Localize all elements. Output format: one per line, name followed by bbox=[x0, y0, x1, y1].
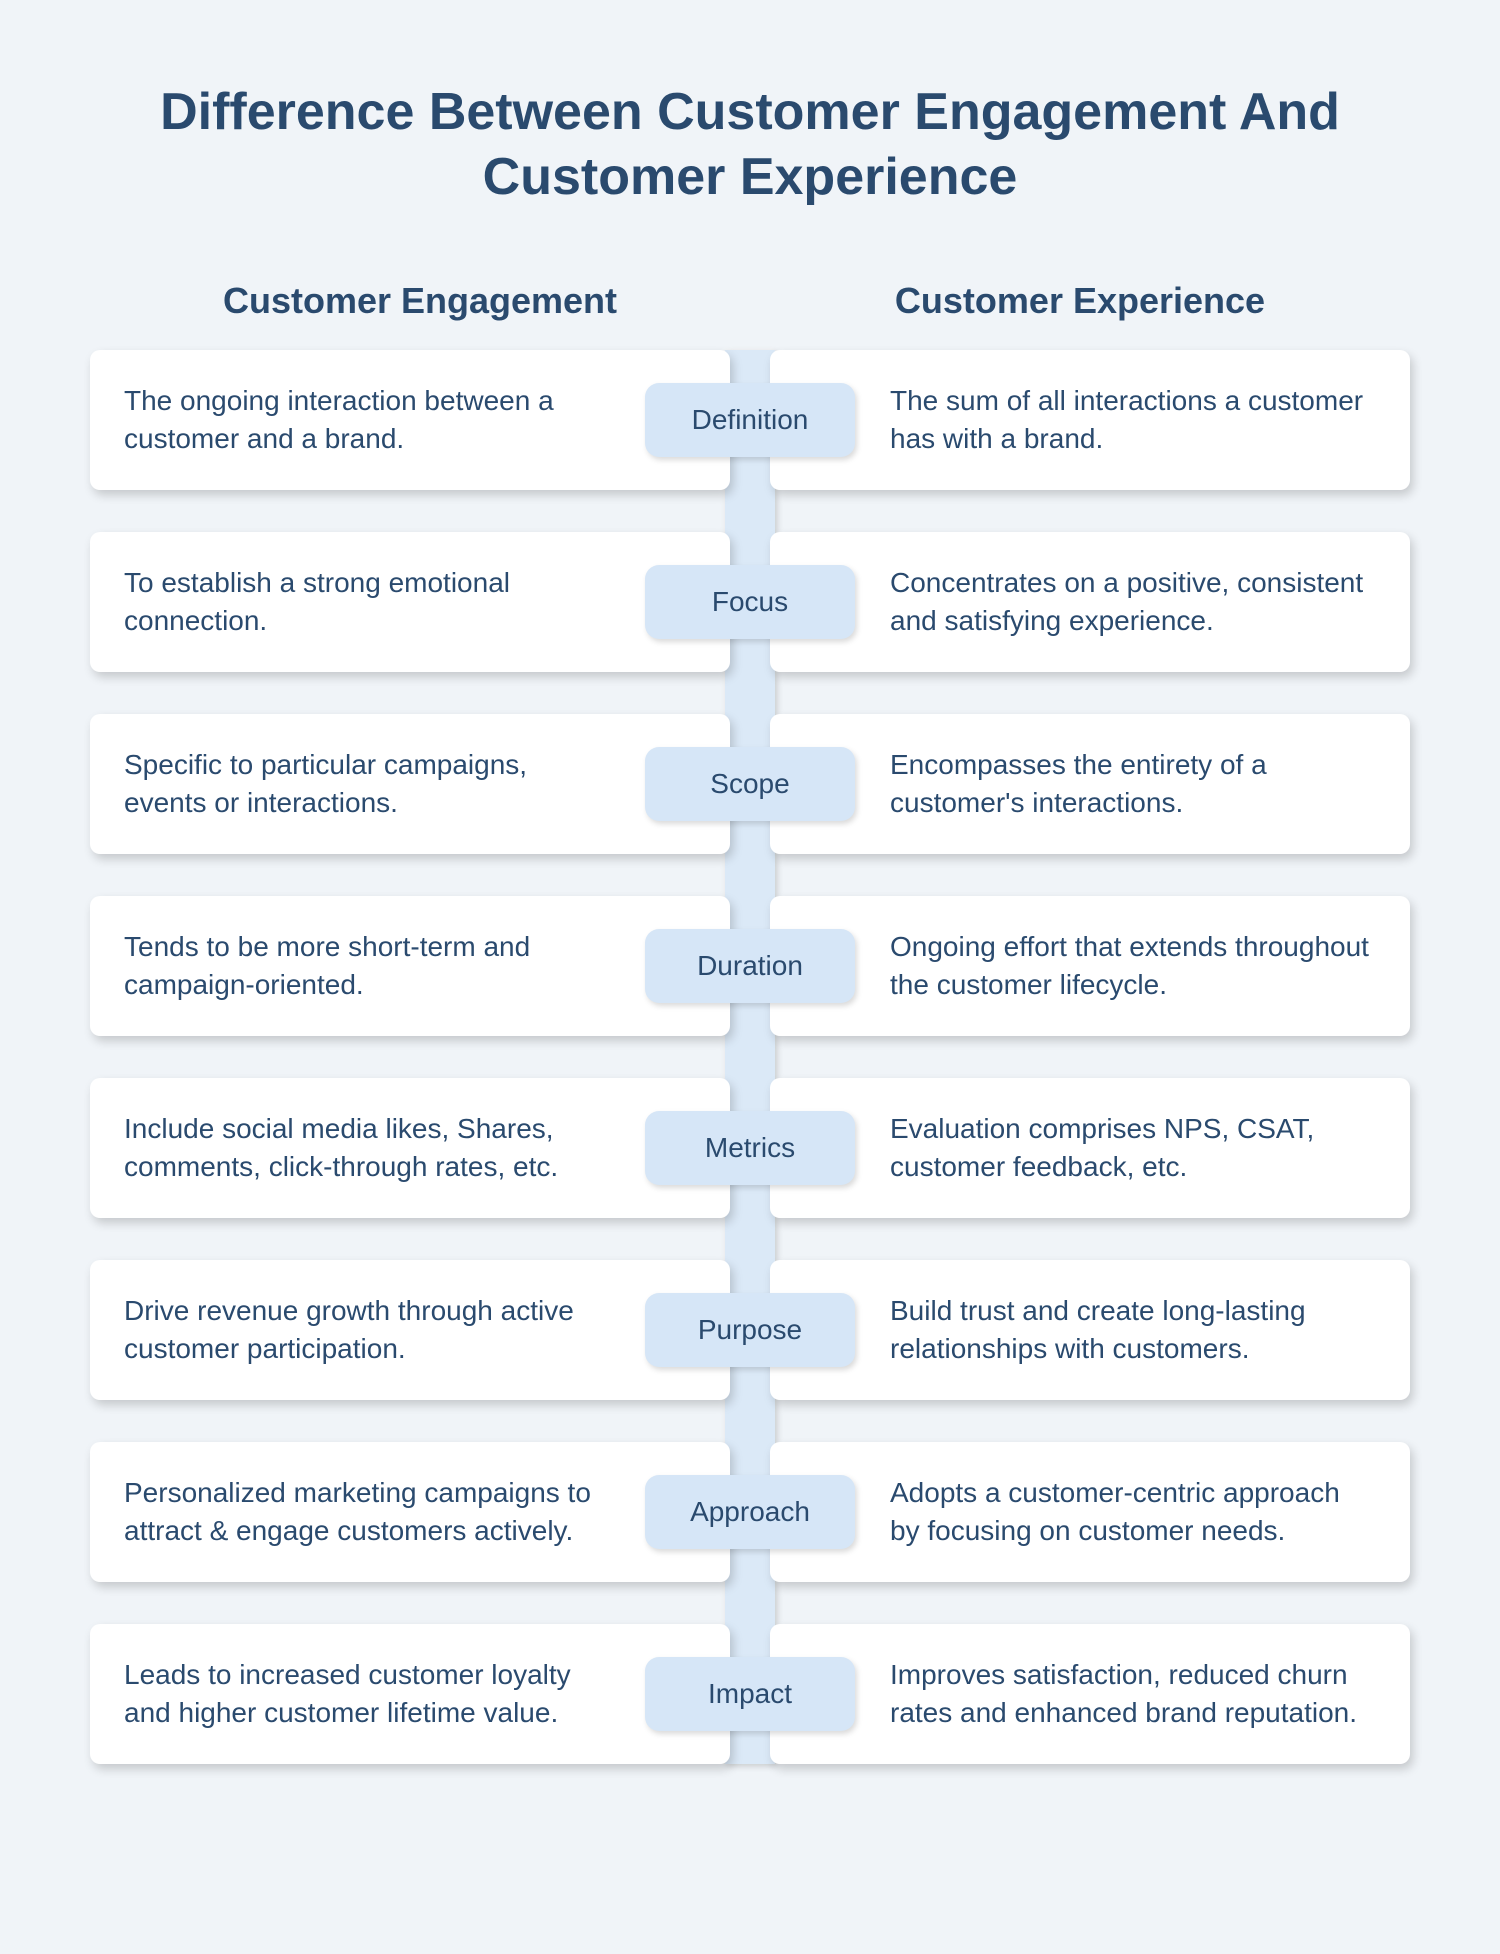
comparison-row: Leads to increased customer loyalty and … bbox=[90, 1624, 1410, 1764]
comparison-row: Drive revenue growth through active cust… bbox=[90, 1260, 1410, 1400]
comparison-row: Personalized marketing campaigns to attr… bbox=[90, 1442, 1410, 1582]
category-pill: Metrics bbox=[645, 1111, 855, 1185]
column-header-left: Customer Engagement bbox=[90, 280, 750, 322]
experience-cell: Improves satisfaction, reduced churn rat… bbox=[770, 1624, 1410, 1764]
experience-cell: Build trust and create long-lasting rela… bbox=[770, 1260, 1410, 1400]
category-pill: Approach bbox=[645, 1475, 855, 1549]
engagement-cell: To establish a strong emotional connecti… bbox=[90, 532, 730, 672]
category-pill: Scope bbox=[645, 747, 855, 821]
category-pill: Impact bbox=[645, 1657, 855, 1731]
experience-cell: Ongoing effort that extends throughout t… bbox=[770, 896, 1410, 1036]
experience-cell: Encompasses the entirety of a customer's… bbox=[770, 714, 1410, 854]
engagement-cell: Personalized marketing campaigns to attr… bbox=[90, 1442, 730, 1582]
comparison-table: The ongoing interaction between a custom… bbox=[90, 350, 1410, 1764]
comparison-row: Specific to particular campaigns, events… bbox=[90, 714, 1410, 854]
engagement-cell: Tends to be more short-term and campaign… bbox=[90, 896, 730, 1036]
category-pill: Focus bbox=[645, 565, 855, 639]
category-pill: Purpose bbox=[645, 1293, 855, 1367]
comparison-row: To establish a strong emotional connecti… bbox=[90, 532, 1410, 672]
engagement-cell: Leads to increased customer loyalty and … bbox=[90, 1624, 730, 1764]
column-headers: Customer Engagement Customer Experience bbox=[90, 280, 1410, 322]
comparison-row: Include social media likes, Shares, comm… bbox=[90, 1078, 1410, 1218]
experience-cell: Evaluation comprises NPS, CSAT, customer… bbox=[770, 1078, 1410, 1218]
experience-cell: The sum of all interactions a customer h… bbox=[770, 350, 1410, 490]
experience-cell: Adopts a customer-centric approach by fo… bbox=[770, 1442, 1410, 1582]
category-pill: Definition bbox=[645, 383, 855, 457]
experience-cell: Concentrates on a positive, consistent a… bbox=[770, 532, 1410, 672]
engagement-cell: Specific to particular campaigns, events… bbox=[90, 714, 730, 854]
category-pill: Duration bbox=[645, 929, 855, 1003]
page-title: Difference Between Customer Engagement A… bbox=[90, 80, 1410, 210]
column-header-right: Customer Experience bbox=[750, 280, 1410, 322]
engagement-cell: The ongoing interaction between a custom… bbox=[90, 350, 730, 490]
comparison-row: The ongoing interaction between a custom… bbox=[90, 350, 1410, 490]
engagement-cell: Include social media likes, Shares, comm… bbox=[90, 1078, 730, 1218]
comparison-row: Tends to be more short-term and campaign… bbox=[90, 896, 1410, 1036]
engagement-cell: Drive revenue growth through active cust… bbox=[90, 1260, 730, 1400]
